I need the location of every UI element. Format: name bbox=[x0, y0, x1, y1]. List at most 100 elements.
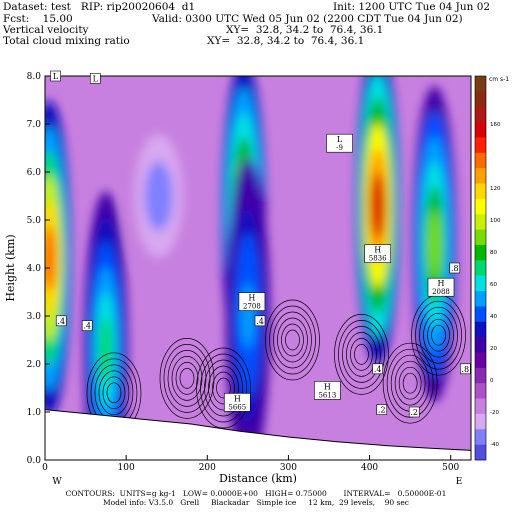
model-info: Model info: V3.5.0 Grell Blackadar Simpl… bbox=[102, 498, 410, 507]
cloud-contour-5 bbox=[398, 366, 422, 400]
annotation-subtext: 2088 bbox=[432, 288, 450, 296]
cloud-contour-2 bbox=[212, 371, 235, 405]
annotation-text: H bbox=[324, 382, 331, 391]
colorbar-swatch bbox=[475, 168, 486, 184]
annotation-12: .2 bbox=[408, 406, 420, 418]
field1-xy: XY= 32.8, 34.2 to 76.4, 36.1 bbox=[226, 24, 384, 36]
field-shading bbox=[45, 76, 457, 460]
annotation-text: H bbox=[234, 394, 241, 403]
plot-area bbox=[45, 76, 471, 460]
colorbar-swatch bbox=[475, 214, 486, 230]
velocity-core-5 bbox=[427, 211, 442, 277]
y-tick-label: 4.0 bbox=[27, 264, 42, 274]
colorbar-tick-label: 40 bbox=[490, 314, 497, 320]
annotation-7: L-9 bbox=[326, 133, 353, 153]
colorbar-tick-label: 80 bbox=[490, 250, 497, 256]
annotation-box bbox=[90, 73, 101, 84]
cloud-contour-2 bbox=[196, 347, 251, 429]
cloud-contour-6 bbox=[419, 306, 458, 364]
cloud-contour-4 bbox=[346, 332, 377, 377]
cloud-contour-2 bbox=[200, 353, 247, 423]
colorbar-swatch bbox=[475, 367, 486, 384]
cloud-contour-1 bbox=[171, 356, 203, 401]
annotation-5: .4 bbox=[254, 315, 266, 327]
annotation-text: L bbox=[337, 135, 343, 144]
annotation-box bbox=[81, 320, 93, 331]
annotation-15: .8 bbox=[460, 363, 471, 375]
annotation-subtext: 2708 bbox=[243, 303, 261, 311]
cloud-contour-6 bbox=[431, 324, 446, 346]
annotation-text: .4 bbox=[83, 322, 91, 331]
cloud-contour-3 bbox=[269, 305, 316, 375]
annotation-box bbox=[460, 363, 471, 375]
cloud-contour-0 bbox=[102, 376, 126, 410]
cloud-contour-3 bbox=[281, 323, 304, 357]
annotation-text: .2 bbox=[410, 408, 418, 417]
field2-name: Total cloud mixing ratio bbox=[3, 35, 130, 47]
cloud-contour-3 bbox=[285, 329, 300, 351]
annotation-subtext: 5836 bbox=[369, 255, 387, 263]
cloud-contour-3 bbox=[273, 311, 312, 369]
colorbar-swatch bbox=[475, 91, 486, 108]
x-tick-label: 200 bbox=[199, 463, 216, 473]
cloud-contour-2 bbox=[208, 365, 239, 411]
velocity-core-4 bbox=[370, 172, 385, 239]
x-axis-label: Distance (km) bbox=[219, 472, 297, 485]
annotation-text: H bbox=[374, 246, 381, 255]
annotation-box bbox=[238, 292, 266, 311]
colorbar-swatch bbox=[475, 260, 486, 276]
cloud-contours bbox=[86, 294, 466, 434]
annotation-text: .8 bbox=[451, 264, 459, 273]
field2-xy: XY= 32.8, 34.2 to 76.4, 36.1 bbox=[207, 35, 365, 47]
cloud-contour-1 bbox=[179, 368, 195, 389]
colorbar-tick-label: -40 bbox=[490, 442, 499, 448]
annotation-subtext: 5613 bbox=[318, 391, 336, 399]
colorbar-tick-label: 20 bbox=[490, 346, 497, 352]
x-tick-label: 400 bbox=[361, 463, 378, 473]
annotation-subtext: 5665 bbox=[228, 403, 246, 411]
x-tick-label: 100 bbox=[118, 463, 135, 473]
cloud-contour-1 bbox=[175, 362, 199, 395]
colorbar-swatch bbox=[475, 275, 486, 292]
forecast-hour: Fcst: 15.00 bbox=[3, 13, 73, 25]
cloud-contour-2 bbox=[204, 359, 243, 417]
annotation-text: .4 bbox=[374, 365, 382, 374]
annotation-2: .4 bbox=[55, 315, 67, 327]
colorbar-units: cm s-1 bbox=[489, 76, 509, 83]
cloud-contour-4 bbox=[350, 338, 373, 371]
colorbar-swatch bbox=[475, 444, 486, 461]
annotation-3: .4 bbox=[81, 320, 93, 331]
colorbar-tick-label: 160 bbox=[490, 122, 501, 128]
cloud-contour-5 bbox=[382, 342, 438, 424]
annotation-text: H bbox=[248, 294, 255, 303]
annotation-text: .2 bbox=[378, 406, 386, 415]
annotation-box bbox=[427, 277, 455, 297]
y-axis-label: Height (km) bbox=[4, 234, 17, 301]
y-tick-label: 7.0 bbox=[27, 120, 42, 130]
annotations: L L.4.4H2708.4H5665L-9H5836.4H5613.2.2.8H… bbox=[50, 70, 471, 418]
colorbar-swatch bbox=[475, 321, 486, 338]
colorbar-tick-label: -20 bbox=[490, 410, 499, 416]
colorbar-swatch bbox=[475, 291, 486, 307]
annotation-9: .4 bbox=[372, 363, 383, 375]
annotation-text: .4 bbox=[57, 317, 65, 326]
y-tick-label: 3.0 bbox=[27, 312, 42, 322]
annotation-box bbox=[376, 404, 388, 415]
annotation-box bbox=[50, 70, 61, 82]
cloud-contour-3 bbox=[277, 317, 308, 363]
cloud-contour-6 bbox=[423, 312, 454, 358]
annotation-box bbox=[372, 363, 383, 375]
annotation-text: .8 bbox=[461, 365, 469, 374]
colorbar-swatch bbox=[475, 352, 486, 369]
colorbar-tick-label: 120 bbox=[490, 186, 501, 192]
annotation-box bbox=[449, 262, 461, 274]
annotation-box bbox=[224, 393, 251, 412]
annotation-box bbox=[55, 315, 67, 327]
colorbar-swatch bbox=[475, 383, 486, 399]
annotation-0: L bbox=[50, 70, 61, 82]
colorbar-swatch bbox=[475, 183, 486, 200]
